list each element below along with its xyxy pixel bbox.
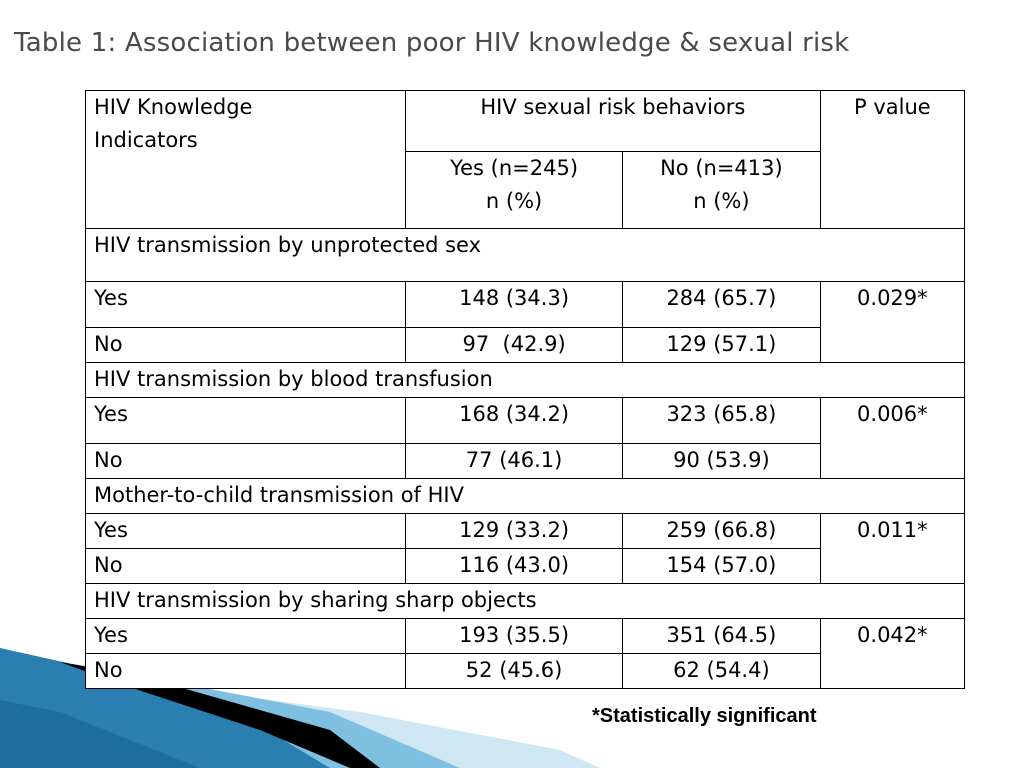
- header-no-line-2: n (%): [693, 189, 750, 213]
- swoosh-deep-band: [0, 700, 200, 768]
- row-yes-value: 129 (33.2): [405, 513, 624, 549]
- row-no-value: 259 (66.8): [622, 513, 821, 549]
- association-table: HIV Knowledge Indicators HIV sexual risk…: [84, 90, 966, 689]
- row-no-value: 154 (57.0): [622, 548, 821, 584]
- table-row: No 52 (45.6) 62 (54.4): [84, 653, 965, 689]
- table-row: Yes 168 (34.2) 323 (65.8) 0.006*: [84, 397, 966, 479]
- row-label: No: [84, 548, 407, 584]
- row-label: Yes: [84, 281, 407, 328]
- section-row: HIV transmission by sharing sharp object…: [85, 583, 965, 619]
- row-yes-value: 148 (34.3): [405, 281, 624, 328]
- table-row: No 97 (42.9) 129 (57.1): [84, 327, 965, 363]
- section-title-mother-to-child: Mother-to-child transmission of HIV: [85, 478, 965, 514]
- header-yes-group: Yes (n=245) n (%): [405, 151, 624, 229]
- p-value-cell: 0.042*: [819, 618, 966, 689]
- header-row-1: HIV Knowledge Indicators HIV sexual risk…: [84, 90, 966, 229]
- row-label: Yes: [84, 513, 407, 549]
- section-row: HIV transmission by blood transfusion: [85, 362, 965, 398]
- row-yes-value: 193 (35.5): [405, 618, 624, 654]
- row-label: No: [84, 653, 407, 689]
- row-yes-value: 77 (46.1): [405, 443, 624, 479]
- header-indicators-line-1: HIV Knowledge: [94, 95, 253, 119]
- header-no-group: No (n=413) n (%): [622, 151, 821, 229]
- p-value-cell: 0.029*: [819, 281, 966, 363]
- row-yes-value: 116 (43.0): [405, 548, 624, 584]
- header-indicators-cell: HIV Knowledge Indicators: [84, 90, 407, 229]
- row-no-value: 351 (64.5): [622, 618, 821, 654]
- row-label: Yes: [84, 618, 407, 654]
- section-row: HIV transmission by unprotected sex: [85, 228, 965, 282]
- row-yes-value: 97 (42.9): [405, 327, 624, 363]
- row-yes-value: 52 (45.6): [405, 653, 624, 689]
- row-no-value: 90 (53.9): [622, 443, 821, 479]
- header-p-value: P value: [819, 90, 966, 229]
- table-row: No 116 (43.0) 154 (57.0): [84, 548, 965, 584]
- section-title-sharp-objects: HIV transmission by sharing sharp object…: [85, 583, 965, 619]
- section-title-blood-transfusion: HIV transmission by blood transfusion: [85, 362, 965, 398]
- row-label: No: [84, 443, 407, 479]
- row-no-value: 284 (65.7): [622, 281, 821, 328]
- header-indicators-line-2: Indicators: [94, 128, 198, 152]
- p-value-cell: 0.011*: [819, 513, 966, 584]
- row-label: Yes: [84, 397, 407, 444]
- header-row-2: Yes (n=245) n (%) No (n=413) n (%): [86, 151, 965, 229]
- table-row: Yes 129 (33.2) 259 (66.8) 0.011*: [84, 513, 966, 584]
- section-row: Mother-to-child transmission of HIV: [85, 478, 965, 514]
- footnote: *Statistically significant: [592, 705, 817, 727]
- p-value-cell: 0.006*: [819, 397, 966, 479]
- section-title-unprotected-sex: HIV transmission by unprotected sex: [85, 228, 965, 282]
- table-row: Yes 148 (34.3) 284 (65.7) 0.029*: [84, 281, 966, 363]
- header-yes-line-2: n (%): [485, 189, 543, 213]
- row-yes-value: 168 (34.2): [405, 397, 624, 444]
- header-no-line-1: No (n=413): [660, 156, 783, 180]
- row-no-value: 323 (65.8): [622, 397, 821, 444]
- row-no-value: 62 (54.4): [622, 653, 821, 689]
- header-yes-line-1: Yes (n=245): [450, 156, 579, 180]
- page-title: Table 1: Association between poor HIV kn…: [14, 28, 850, 58]
- row-no-value: 129 (57.1): [622, 327, 821, 363]
- table-row: Yes 193 (35.5) 351 (64.5) 0.042*: [84, 618, 966, 689]
- header-risk-behaviors: HIV sexual risk behaviors: [405, 90, 821, 152]
- row-label: No: [84, 327, 407, 363]
